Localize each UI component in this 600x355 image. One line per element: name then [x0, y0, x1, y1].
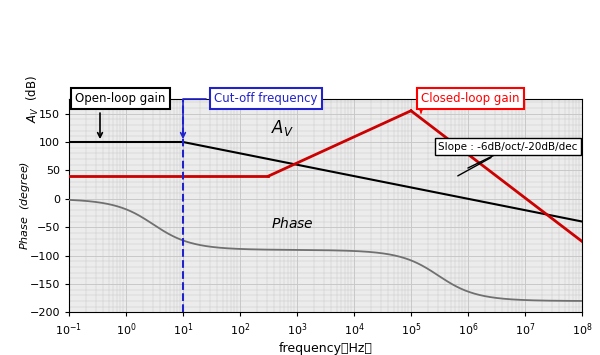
Text: Slope : -6dB/oct/-20dB/dec: Slope : -6dB/oct/-20dB/dec [438, 142, 578, 152]
Text: Closed-loop gain: Closed-loop gain [419, 92, 520, 113]
Text: $A_V$: $A_V$ [271, 119, 294, 138]
X-axis label: frequency（Hz）: frequency（Hz） [278, 342, 373, 355]
Text: $Phase$  (degree): $Phase$ (degree) [18, 162, 32, 250]
Text: Cut-off frequency: Cut-off frequency [181, 92, 317, 137]
Text: $Phase$: $Phase$ [271, 216, 314, 231]
Text: Open-loop gain: Open-loop gain [76, 92, 166, 137]
Text: $A_V$  (dB): $A_V$ (dB) [25, 76, 41, 123]
